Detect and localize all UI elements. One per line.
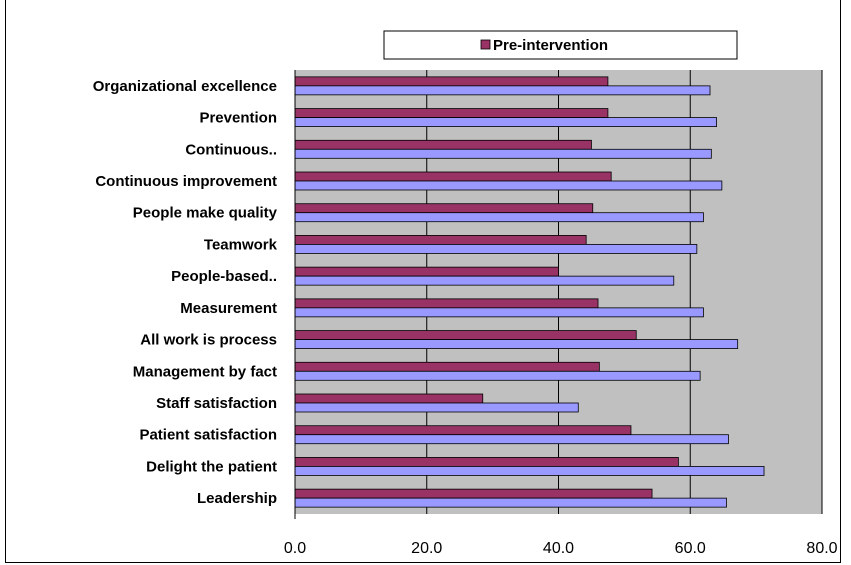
- bar-pre-intervention: [294, 330, 637, 340]
- category-label: Organizational excellence: [93, 78, 277, 95]
- x-tick-labels: 0.0 20.0 40.0 60.0 80.0: [284, 540, 838, 557]
- bar-pre-intervention: [294, 488, 653, 499]
- category-label: Prevention: [199, 110, 277, 127]
- category-label: Leadership: [197, 490, 277, 507]
- bar-post-intervention: [294, 244, 698, 254]
- bar-post-intervention: [294, 434, 729, 445]
- bar-post-intervention: [294, 370, 701, 381]
- bar-pre-intervention: [294, 425, 632, 436]
- x-tick-label: 80.0: [806, 540, 837, 557]
- legend-swatch: [480, 39, 491, 50]
- x-tick-label: 40.0: [543, 540, 574, 557]
- bar-pre-intervention: [294, 361, 600, 372]
- x-tick-label: 20.0: [411, 540, 442, 557]
- bar-post-intervention: [294, 85, 711, 96]
- category-label: Continuous improvement: [95, 173, 277, 190]
- category-label: People-based..: [171, 268, 277, 285]
- category-label: Staff satisfaction: [156, 395, 277, 412]
- chart-frame: [5, 0, 841, 563]
- bar-post-intervention: [294, 339, 739, 349]
- bar-pre-intervention: [294, 457, 679, 467]
- bar-post-intervention: [294, 466, 765, 476]
- bar-post-intervention: [294, 212, 704, 223]
- category-label: Delight the patient: [146, 458, 277, 475]
- category-label: Teamwork: [204, 236, 278, 253]
- category-label: Management by fact: [133, 363, 277, 380]
- category-label: All work is process: [140, 332, 277, 349]
- bar-pre-intervention: [294, 171, 612, 182]
- legend: Pre-intervention: [383, 30, 738, 60]
- category-labels: Organizational excellence Prevention Conti…: [93, 78, 278, 507]
- legend-box: [383, 30, 738, 60]
- category-label: Measurement: [180, 300, 277, 317]
- bar-post-intervention: [294, 402, 579, 413]
- bar-pre-intervention: [294, 235, 587, 245]
- legend-label: Pre-intervention: [493, 37, 608, 54]
- bar-post-intervention: [294, 117, 718, 127]
- category-label: People make quality: [133, 205, 278, 222]
- bar-pre-intervention: [294, 266, 559, 277]
- bar-pre-intervention: [294, 108, 609, 118]
- bar-post-intervention: [294, 180, 723, 191]
- bar-pre-intervention: [294, 139, 592, 150]
- bar-pre-intervention: [294, 393, 484, 404]
- category-label: Patient satisfaction: [139, 427, 277, 444]
- bar-post-intervention: [294, 497, 727, 508]
- bars: [294, 76, 765, 508]
- bar-post-intervention: [294, 275, 675, 286]
- category-label: Continuous..: [185, 141, 277, 158]
- x-tick-label: 0.0: [284, 540, 306, 557]
- bar-post-intervention: [294, 148, 712, 159]
- x-tick-label: 60.0: [675, 540, 706, 557]
- bar-pre-intervention: [294, 298, 599, 309]
- bar-pre-intervention: [294, 203, 594, 214]
- bar-pre-intervention: [294, 76, 609, 87]
- bar-post-intervention: [294, 307, 704, 318]
